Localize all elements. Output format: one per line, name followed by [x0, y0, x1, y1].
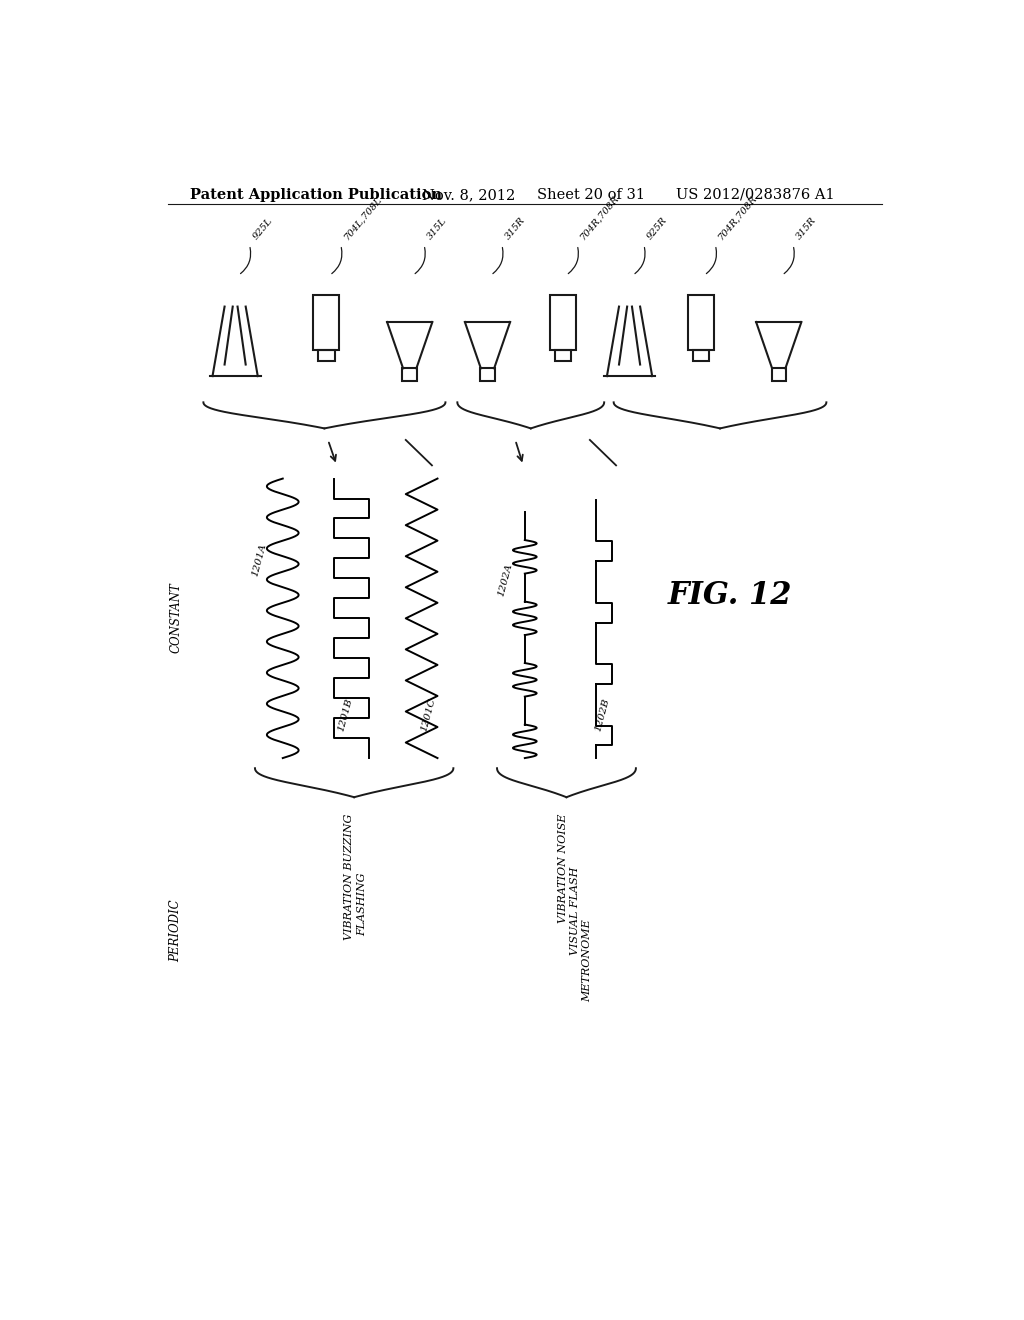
Text: Sheet 20 of 31: Sheet 20 of 31	[537, 187, 645, 202]
Text: VISUAL FLASH: VISUAL FLASH	[569, 867, 580, 956]
Bar	[480, 368, 495, 380]
Text: FIG. 12: FIG. 12	[668, 579, 793, 611]
Text: 315R: 315R	[504, 216, 527, 242]
Text: VIBRATION BUZZING: VIBRATION BUZZING	[344, 814, 353, 940]
Text: US 2012/0283876 A1: US 2012/0283876 A1	[676, 187, 835, 202]
Text: 1202B: 1202B	[594, 697, 611, 733]
Text: 704R,708R: 704R,708R	[579, 194, 622, 242]
Bar	[688, 294, 714, 350]
Text: Nov. 8, 2012: Nov. 8, 2012	[422, 187, 515, 202]
Bar	[555, 350, 571, 362]
Text: 1201A: 1201A	[250, 543, 267, 578]
Text: VIBRATION NOISE: VIBRATION NOISE	[558, 814, 568, 924]
Text: FLASHING: FLASHING	[357, 873, 368, 936]
Bar	[550, 294, 575, 350]
Text: PERIODIC: PERIODIC	[169, 899, 182, 962]
Text: 925R: 925R	[645, 216, 669, 242]
Text: METRONOME: METRONOME	[582, 920, 592, 1002]
Text: 1201B: 1201B	[337, 697, 354, 733]
Bar	[402, 368, 417, 380]
Bar	[313, 294, 340, 350]
Text: 1202A: 1202A	[497, 562, 514, 598]
Text: 704R,708R: 704R,708R	[717, 194, 760, 242]
Bar	[318, 350, 335, 362]
Text: 315R: 315R	[795, 216, 818, 242]
Bar	[771, 368, 786, 380]
Text: 1201C: 1201C	[419, 697, 437, 733]
Text: Patent Application Publication: Patent Application Publication	[189, 187, 442, 202]
Text: 704L,708L: 704L,708L	[342, 195, 384, 242]
Text: 925L: 925L	[251, 216, 274, 242]
Bar	[692, 350, 710, 362]
Text: CONSTANT: CONSTANT	[169, 582, 182, 653]
Text: 315L: 315L	[426, 216, 449, 242]
